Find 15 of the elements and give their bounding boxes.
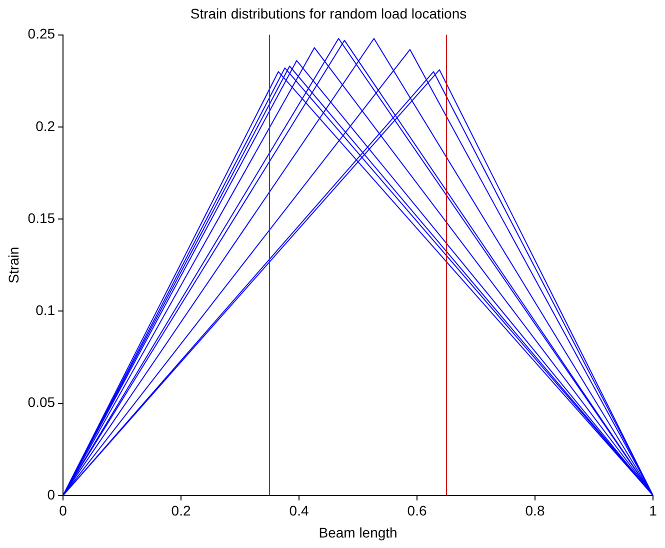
x-tick-label: 0 bbox=[59, 502, 68, 519]
y-axis-title: Strain bbox=[5, 246, 22, 284]
x-tick-label: 0.2 bbox=[171, 502, 191, 519]
x-axis-title: Beam length bbox=[318, 524, 398, 540]
y-tick-label: 0.05 bbox=[28, 394, 56, 410]
y-tick-label: 0.25 bbox=[28, 26, 56, 42]
chart-title: Strain distributions for random load locations bbox=[190, 5, 467, 22]
x-tick-label: 0.4 bbox=[289, 502, 309, 519]
x-tick-label: 0.6 bbox=[407, 502, 427, 519]
x-tick-label: 1 bbox=[649, 502, 658, 519]
y-tick-label: 0 bbox=[47, 486, 56, 502]
x-tick-label: 0.8 bbox=[525, 502, 545, 519]
y-tick-label: 0.2 bbox=[36, 118, 56, 134]
y-tick-label: 0.1 bbox=[36, 302, 56, 318]
y-tick-label: 0.15 bbox=[28, 210, 56, 226]
